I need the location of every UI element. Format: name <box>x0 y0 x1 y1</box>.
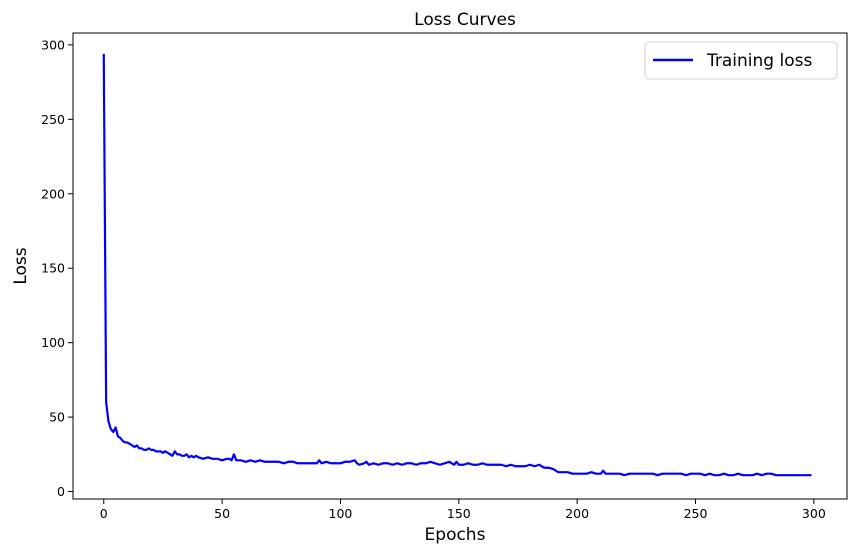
series-line-training-loss <box>102 53 812 477</box>
x-tick-label: 100 <box>329 506 353 521</box>
series-group <box>102 53 812 477</box>
legend: Training loss <box>644 41 838 80</box>
x-tick-label: 0 <box>100 506 108 521</box>
y-tick-label: 300 <box>41 37 65 52</box>
y-tick-label: 100 <box>41 335 65 350</box>
x-tick-label: 200 <box>565 506 589 521</box>
plot-frame <box>72 32 848 500</box>
x-tick-label: 250 <box>684 506 708 521</box>
legend-label-training-loss: Training loss <box>706 51 812 71</box>
x-axis-ticks: 0 50 100 150 200 250 300 <box>100 499 826 521</box>
y-tick-label: 250 <box>41 112 65 127</box>
x-axis-label: Epochs <box>425 525 486 545</box>
y-axis-label: Loss <box>11 247 31 284</box>
x-tick-label: 150 <box>447 506 471 521</box>
y-tick-label: 150 <box>41 261 65 276</box>
y-tick-label: 50 <box>49 410 65 425</box>
x-tick-label: 300 <box>802 506 826 521</box>
legend-box <box>644 41 838 80</box>
y-tick-label: 0 <box>57 484 65 499</box>
y-tick-label: 200 <box>41 186 65 201</box>
y-axis-ticks: 0 50 100 150 200 250 300 <box>41 37 73 499</box>
plot-area: 0 50 100 150 200 250 300 0 50 100 150 200 250 300 <box>41 32 848 521</box>
chart-title: Loss Curves <box>414 10 516 30</box>
x-tick-label: 50 <box>214 506 230 521</box>
